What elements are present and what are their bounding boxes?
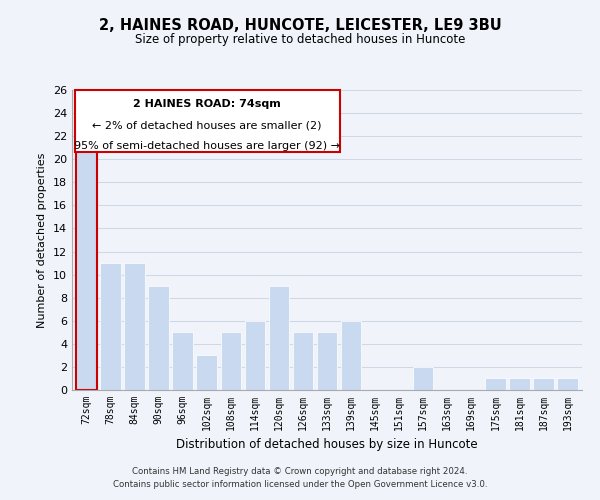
Bar bbox=[221, 332, 241, 390]
Text: ← 2% of detached houses are smaller (2): ← 2% of detached houses are smaller (2) bbox=[92, 120, 322, 130]
Bar bbox=[76, 136, 97, 390]
Text: Contains HM Land Registry data © Crown copyright and database right 2024.: Contains HM Land Registry data © Crown c… bbox=[132, 467, 468, 476]
Bar bbox=[341, 321, 361, 390]
Bar bbox=[317, 332, 337, 390]
Text: 2, HAINES ROAD, HUNCOTE, LEICESTER, LE9 3BU: 2, HAINES ROAD, HUNCOTE, LEICESTER, LE9 … bbox=[98, 18, 502, 32]
FancyBboxPatch shape bbox=[74, 90, 340, 152]
Text: Contains public sector information licensed under the Open Government Licence v3: Contains public sector information licen… bbox=[113, 480, 487, 489]
X-axis label: Distribution of detached houses by size in Huncote: Distribution of detached houses by size … bbox=[176, 438, 478, 452]
Bar bbox=[293, 332, 313, 390]
Bar bbox=[124, 263, 145, 390]
Bar bbox=[269, 286, 289, 390]
Bar bbox=[413, 367, 433, 390]
Bar bbox=[196, 356, 217, 390]
Bar bbox=[509, 378, 530, 390]
Bar bbox=[245, 321, 265, 390]
Bar bbox=[557, 378, 578, 390]
Bar bbox=[100, 263, 121, 390]
Text: Size of property relative to detached houses in Huncote: Size of property relative to detached ho… bbox=[135, 32, 465, 46]
Bar bbox=[485, 378, 506, 390]
Y-axis label: Number of detached properties: Number of detached properties bbox=[37, 152, 47, 328]
Text: 2 HAINES ROAD: 74sqm: 2 HAINES ROAD: 74sqm bbox=[133, 99, 281, 109]
Bar bbox=[148, 286, 169, 390]
Text: 95% of semi-detached houses are larger (92) →: 95% of semi-detached houses are larger (… bbox=[74, 141, 340, 151]
Bar bbox=[533, 378, 554, 390]
Bar bbox=[172, 332, 193, 390]
